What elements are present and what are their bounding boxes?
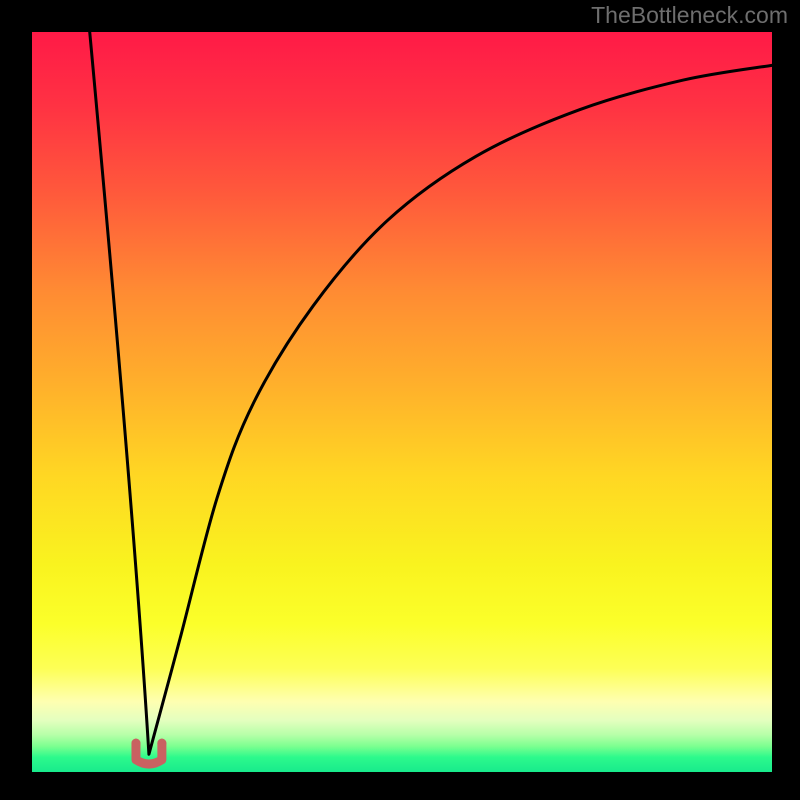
chart-svg bbox=[32, 32, 772, 772]
watermark-label: TheBottleneck.com bbox=[591, 2, 788, 29]
optimum-marker-dot bbox=[131, 739, 140, 748]
optimum-marker-dot bbox=[157, 739, 166, 748]
chart-container: TheBottleneck.com bbox=[0, 0, 800, 800]
plot-area bbox=[32, 32, 772, 772]
